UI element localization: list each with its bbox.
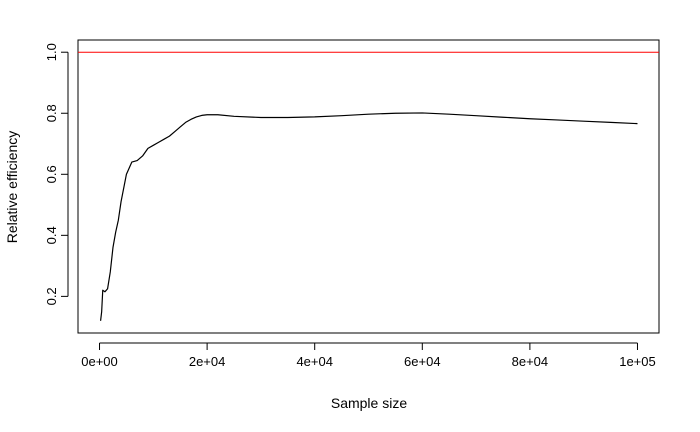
- x-axis-title: Sample size: [331, 395, 407, 411]
- x-tick-label: 1e+05: [619, 354, 656, 369]
- x-tick-label: 0e+00: [81, 354, 118, 369]
- y-tick-label: 0.2: [44, 287, 59, 305]
- plot-content: [78, 51, 659, 321]
- y-tick-label: 0.8: [44, 104, 59, 122]
- plot-frame: [77, 39, 660, 334]
- y-tick-label: 1.0: [44, 43, 59, 61]
- series-line: [99, 112, 638, 321]
- y-axis: 0.2 0.4 0.6 0.8 1.0: [44, 43, 69, 305]
- x-tick-label: 6e+04: [404, 354, 441, 369]
- x-tick-label: 8e+04: [512, 354, 549, 369]
- x-tick-label: 4e+04: [296, 354, 333, 369]
- y-tick-label: 0.6: [44, 165, 59, 183]
- x-tick-label: 2e+04: [189, 354, 226, 369]
- x-axis: 0e+00 2e+04 4e+04 6e+04 8e+04 1e+05: [81, 342, 656, 369]
- y-axis-title: Relative efficiency: [4, 131, 20, 244]
- y-tick-label: 0.4: [44, 226, 59, 244]
